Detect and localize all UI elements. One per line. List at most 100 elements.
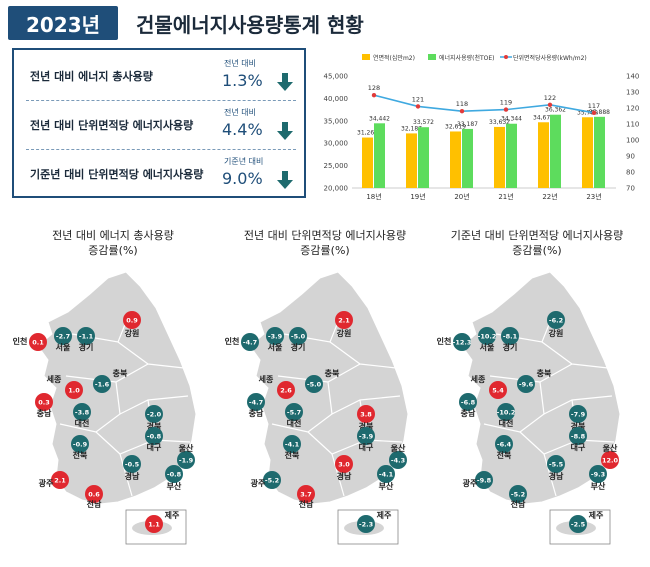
region-bubble xyxy=(123,311,141,329)
kpi-value: 9.0% xyxy=(222,169,263,188)
kpi-row-base-year: 기준년 대비 단위면적당 에너지사용량 기준년 대비 9.0% xyxy=(14,150,304,198)
y2-tick-label: 120 xyxy=(626,105,639,113)
bar-energy-use xyxy=(374,123,385,188)
region-name: 전북 xyxy=(497,450,512,460)
region-bubble xyxy=(263,471,281,489)
region-name: 대구 xyxy=(359,442,374,452)
bar-value-label: 33,187 xyxy=(457,121,478,128)
map-panel-unit-area: 전년 대비 단위면적당 에너지사용량 증감률(%) -4.7 인천 -3.9 서울 -5… xyxy=(220,228,430,558)
region-value: -1.1 xyxy=(79,332,94,340)
region-value: -10.2 xyxy=(478,332,497,340)
line-point xyxy=(591,110,597,115)
region-name: 대전 xyxy=(499,418,514,428)
y2-tick-label: 110 xyxy=(626,121,639,129)
map-title: 전년 대비 에너지 총사용량 증감률(%) xyxy=(8,228,218,258)
region-name: 서울 xyxy=(480,342,495,352)
region-bubble xyxy=(145,405,163,423)
y2-tick-label: 140 xyxy=(626,73,639,81)
korea-map: -12.3인천 -10.2 서울 -8.1 경기 -6.2 강원 5.4 세종 -9.6충북 -6.… xyxy=(437,271,621,545)
region-value: -1.9 xyxy=(179,456,194,464)
region-bubble xyxy=(357,515,375,533)
region-value: -5.5 xyxy=(549,460,564,468)
region-value: -7.9 xyxy=(571,410,586,418)
line-value-label: 117 xyxy=(588,102,600,110)
region-bubble xyxy=(123,455,141,473)
bar-value-label: 35,789 xyxy=(577,109,598,116)
region-name: 전북 xyxy=(73,450,88,460)
region-bubble xyxy=(145,427,163,445)
region-bubble xyxy=(601,451,619,469)
region-value: 2.1 xyxy=(54,476,66,484)
region-value: -5.2 xyxy=(265,476,279,484)
bar-value-label: 33,632 xyxy=(489,119,510,126)
region-bubble xyxy=(297,485,315,503)
region-name: 강원 xyxy=(549,328,564,338)
region-bubble xyxy=(277,381,295,399)
legend-swatch xyxy=(428,54,436,60)
kpi-panel: 전년 대비 에너지 총사용량 전년 대비 1.3% 전년 대비 단위면적당 에너… xyxy=(12,48,306,198)
province-border xyxy=(331,453,345,497)
down-arrow-icon xyxy=(277,73,293,91)
region-bubble xyxy=(177,451,195,469)
y2-tick-label: 70 xyxy=(626,185,635,193)
bar-value-label: 34,672 xyxy=(533,114,554,121)
region-name: 인천 xyxy=(437,336,452,346)
region-bubble xyxy=(29,333,47,351)
region-value: -3.9 xyxy=(268,332,283,340)
line-value-label: 121 xyxy=(412,95,424,103)
region-name: 경남 xyxy=(125,471,140,481)
line-unit-energy xyxy=(373,94,595,114)
region-value: -0.8 xyxy=(167,470,182,478)
region-value: -1.6 xyxy=(95,380,110,388)
region-name: 인천 xyxy=(225,336,240,346)
energy-combo-chart: 연면적(십만m2) 에너지사용량(천TOE) 단위면적당사용량(kWh/m2) 20,… xyxy=(310,48,648,208)
region-name: 울산 xyxy=(391,443,406,453)
region-name: 전남 xyxy=(299,499,314,509)
region-value: 0.1 xyxy=(32,338,44,346)
region-name: 경북 xyxy=(147,421,162,431)
region-value: 2.1 xyxy=(338,316,350,324)
region-bubble xyxy=(517,375,535,393)
line-point xyxy=(547,102,553,107)
map-title-line: 증감률(%) xyxy=(300,244,350,257)
region-value: -4.3 xyxy=(391,456,405,464)
region-name: 충북 xyxy=(113,368,128,378)
combo-chart-svg: 연면적(십만m2) 에너지사용량(천TOE) 단위면적당사용량(kWh/m2) 20,… xyxy=(324,54,639,201)
region-name: 부산 xyxy=(167,481,182,491)
line-point xyxy=(459,109,465,114)
bar-floor-area xyxy=(494,126,505,188)
region-name: 울산 xyxy=(603,443,618,453)
bar-value-label: 32,187 xyxy=(401,125,422,132)
region-value: -4.7 xyxy=(249,398,263,406)
bar-value-label: 33,572 xyxy=(413,119,434,126)
region-name: 울산 xyxy=(179,443,194,453)
map-title-line: 기준년 대비 단위면적당 에너지사용량 xyxy=(450,229,624,242)
region-value: 5.4 xyxy=(492,386,504,394)
region-name: 전북 xyxy=(285,450,300,460)
region-value: -2.5 xyxy=(571,520,586,528)
region-bubble xyxy=(389,451,407,469)
region-name: 세종 xyxy=(471,374,486,384)
region-name: 광주 xyxy=(463,478,478,488)
kpi-sub-label: 전년 대비 xyxy=(224,108,256,117)
region-marks: -12.3인천 -10.2 서울 -8.1 경기 -6.2 강원 5.4 세종 -9.6충북 -6.… xyxy=(437,311,619,533)
region-name: 서울 xyxy=(268,342,283,352)
y-tick-label: 20,000 xyxy=(324,185,349,193)
region-value: -3.9 xyxy=(359,432,374,440)
region-bubble xyxy=(93,375,111,393)
region-value: -5.0 xyxy=(291,332,306,340)
region-name: 충북 xyxy=(325,368,340,378)
region-value: 3.7 xyxy=(300,490,312,498)
legend-swatch xyxy=(362,54,370,60)
region-bubble xyxy=(377,465,395,483)
line-value-label: 128 xyxy=(368,84,380,92)
legend-label: 단위면적당사용량(kWh/m2) xyxy=(513,54,587,62)
region-name: 인천 xyxy=(13,336,28,346)
region-name: 제주 xyxy=(165,510,180,520)
region-value: -2.3 xyxy=(359,520,373,528)
bar-floor-area xyxy=(538,122,549,188)
region-value: 1.1 xyxy=(148,520,160,528)
kpi-label: 전년 대비 단위면적당 에너지사용량 xyxy=(30,119,194,132)
bar-value-label: 31,263 xyxy=(357,130,378,137)
region-value: -10.2 xyxy=(497,408,516,416)
